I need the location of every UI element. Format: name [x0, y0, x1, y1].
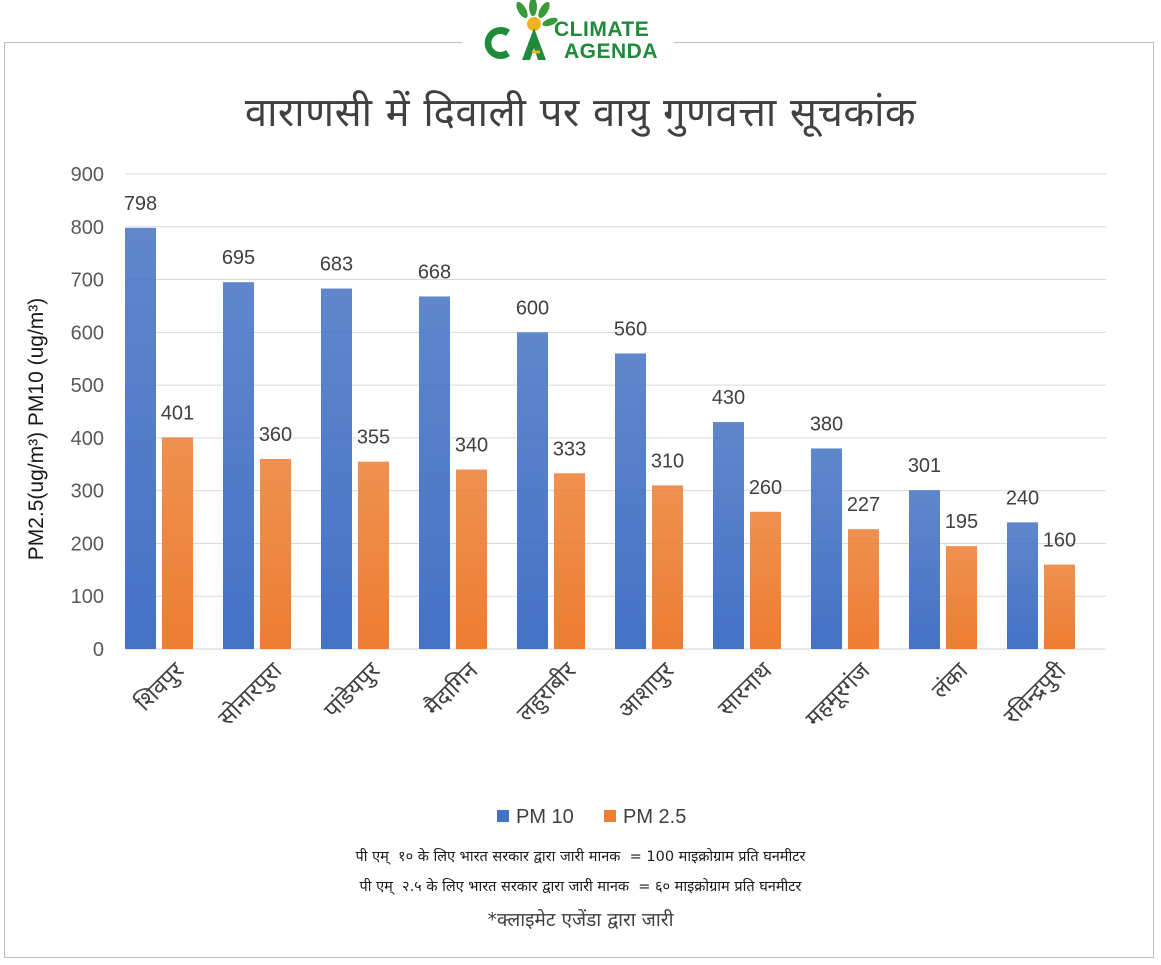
- data-label: 240: [1006, 487, 1039, 509]
- data-label: 380: [810, 413, 843, 435]
- logo-text-agenda: AGENDA: [564, 40, 659, 63]
- chart-title: वाराणसी में दिवाली पर वायु गुणवत्ता सूचक…: [244, 90, 917, 136]
- data-label: 401: [161, 402, 194, 424]
- data-label: 195: [945, 511, 978, 533]
- x-tick-label: लहुराबीर: [511, 657, 583, 729]
- x-tick-label: लंका: [927, 657, 974, 704]
- data-label: 798: [124, 193, 157, 215]
- x-tick-label: महमूरगंज: [801, 657, 877, 733]
- bar-pm10: [909, 490, 940, 649]
- bar-pm25: [1044, 564, 1075, 649]
- y-tick-label: 200: [71, 533, 104, 555]
- y-tick-label: 900: [71, 164, 104, 186]
- bar-pm10: [419, 296, 450, 649]
- credit-note: *क्लाइमेट एजेंडा द्वारा जारी: [487, 909, 674, 931]
- bar-pm25: [946, 546, 977, 649]
- x-tick-label: मैदागिन: [419, 656, 484, 721]
- data-label: 301: [908, 455, 941, 477]
- y-tick-label: 800: [71, 217, 104, 239]
- bar-pm25: [554, 473, 585, 649]
- bar-pm10: [1007, 522, 1038, 649]
- bar-pm10: [223, 282, 254, 649]
- legend-label: PM 2.5: [623, 806, 686, 828]
- x-tick-label: रविन्द्रपुरी: [998, 656, 1072, 730]
- logo-mark-icon: [484, 0, 558, 60]
- data-label: 340: [455, 435, 488, 457]
- x-tick-label: सारनाथ: [713, 657, 778, 722]
- data-label: 560: [614, 318, 647, 340]
- bar-pm25: [750, 511, 781, 649]
- bar-pm10: [321, 288, 352, 649]
- data-label: 227: [847, 494, 880, 516]
- data-label: 310: [651, 450, 684, 472]
- y-tick-label: 700: [71, 270, 104, 292]
- bar-pm25: [652, 485, 683, 649]
- legend-swatch-pm25: [604, 810, 616, 822]
- data-label: 360: [259, 424, 292, 446]
- pm10-standard-note: पी एम् १० के लिए भारत सरकार द्वारा जारी …: [355, 849, 806, 865]
- data-label: 683: [320, 254, 353, 276]
- data-label: 600: [516, 297, 549, 319]
- data-label: 355: [357, 427, 390, 449]
- x-tick-label: शिवपुर: [130, 657, 190, 717]
- bar-pm25: [358, 461, 389, 649]
- y-tick-label: 400: [71, 428, 104, 450]
- data-label: 333: [553, 438, 586, 460]
- data-label: 695: [222, 247, 255, 269]
- y-axis-label: PM2.5(ug/m³) PM10 (ug/m³): [25, 298, 48, 561]
- bar-pm25: [162, 437, 193, 649]
- bar-pm10: [517, 332, 548, 649]
- bar-pm25: [848, 529, 879, 649]
- bar-pm10: [615, 353, 646, 649]
- x-tick-label: सोनारपुरा: [213, 656, 289, 732]
- bar-pm25: [260, 459, 291, 649]
- climate-agenda-logo: CLIMATE AGENDA: [462, 0, 674, 72]
- data-label: 668: [418, 261, 451, 283]
- bar-pm25: [456, 469, 487, 649]
- data-label: 430: [712, 387, 745, 409]
- legend-swatch-pm10: [497, 810, 509, 822]
- x-tick-label: आशापुर: [613, 657, 680, 724]
- y-tick-label: 600: [71, 322, 104, 344]
- x-tick-label: पांडेयपुर: [319, 657, 387, 725]
- y-tick-label: 300: [71, 481, 104, 503]
- bar-pm10: [811, 448, 842, 649]
- pm25-standard-note: पी एम् २.५ के लिए भारत सरकार द्वारा जारी…: [359, 879, 802, 895]
- y-tick-label: 500: [71, 375, 104, 397]
- y-tick-label: 100: [71, 586, 104, 608]
- y-tick-label: 0: [93, 639, 104, 661]
- logo-text-climate: CLIMATE: [554, 18, 650, 41]
- bar-pm10: [125, 227, 156, 650]
- bar-pm10: [713, 422, 744, 649]
- legend-label: PM 10: [516, 806, 574, 828]
- data-label: 160: [1043, 530, 1076, 552]
- data-label: 260: [749, 477, 782, 499]
